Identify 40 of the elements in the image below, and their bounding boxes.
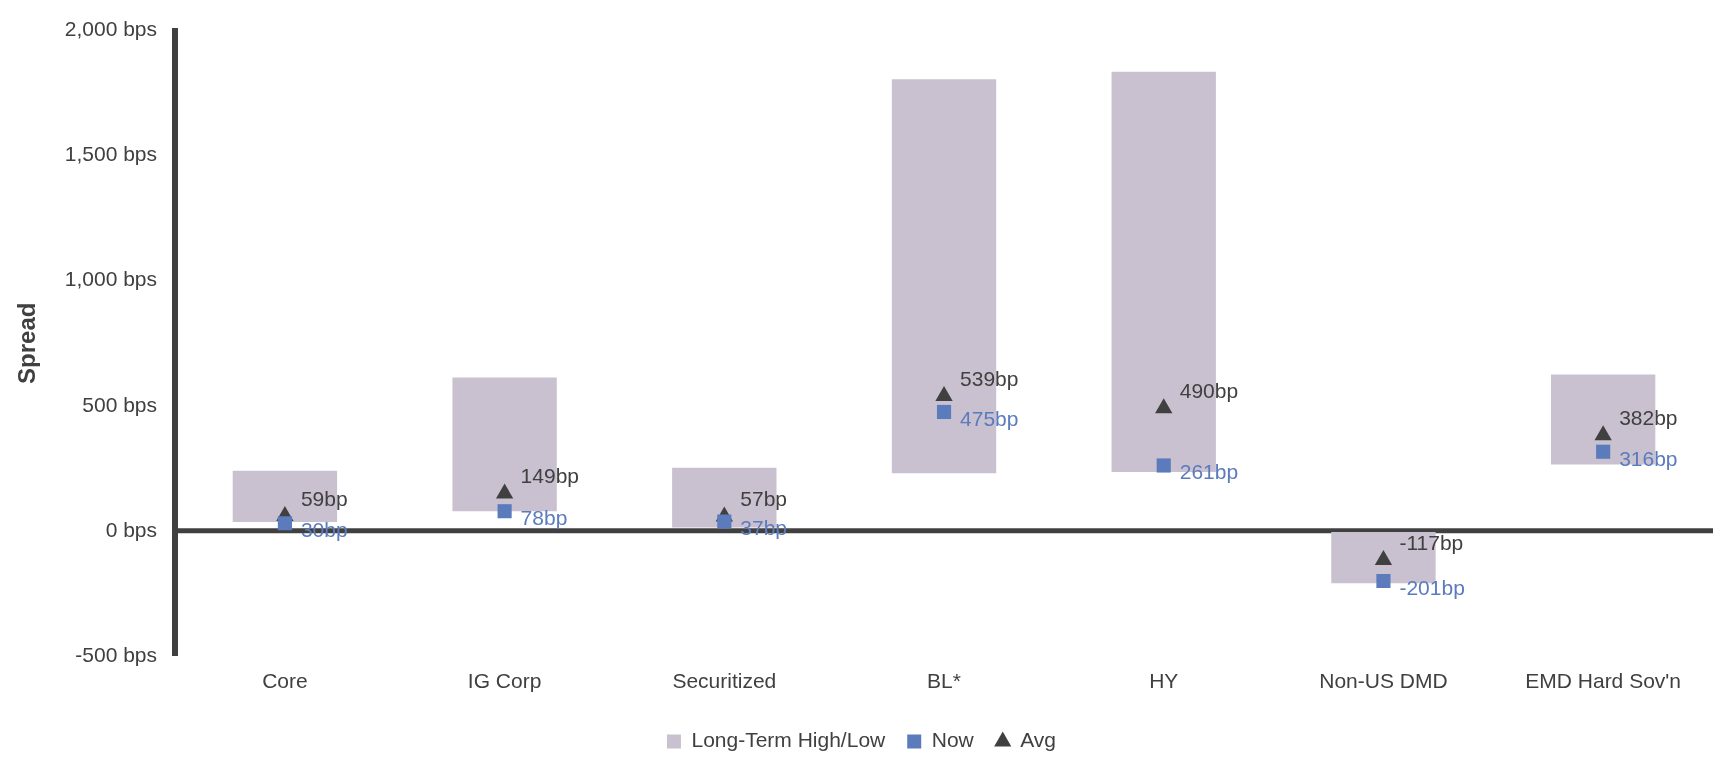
point xyxy=(497,504,512,519)
y-tick-label: -500 bps xyxy=(75,642,158,666)
point xyxy=(936,404,952,420)
data-label: 59bp xyxy=(300,486,348,510)
point xyxy=(1596,444,1611,459)
y-tick-label: 500 bps xyxy=(82,392,158,416)
legend-label: Long-Term High/Low xyxy=(691,728,887,752)
point xyxy=(717,514,732,529)
legend-label: Now xyxy=(931,728,975,752)
x-tick-label: IG Corp xyxy=(467,669,542,693)
y-tick-label: 1,000 bps xyxy=(64,267,158,291)
point xyxy=(1155,398,1173,414)
data-label: 261bp xyxy=(1179,460,1239,484)
y-tick-label: 0 bps xyxy=(105,517,158,541)
point xyxy=(1376,573,1391,589)
data-label: 57bp xyxy=(740,487,788,511)
point xyxy=(935,385,953,401)
data-label: -117bp xyxy=(1399,530,1464,554)
x-tick-label: EMD Hard Sov'n xyxy=(1525,669,1682,693)
data-label: 539bp xyxy=(960,366,1019,390)
y-tick-label: 2,000 bps xyxy=(64,17,158,41)
data-label: -201bp xyxy=(1399,575,1465,599)
point xyxy=(277,516,292,531)
data-label: 490bp xyxy=(1179,379,1239,403)
x-tick-label: Securitized xyxy=(672,669,777,693)
data-label: 382bp xyxy=(1619,406,1678,430)
data-label: 78bp xyxy=(520,506,568,530)
point xyxy=(1594,425,1612,441)
x-tick-label: Core xyxy=(262,669,308,693)
x-tick-label: BL* xyxy=(927,669,961,693)
point xyxy=(1374,550,1393,566)
y-axis-title: Spread xyxy=(13,302,41,384)
point xyxy=(1156,458,1171,473)
point xyxy=(495,483,514,499)
y-tick-label: 1,500 bps xyxy=(64,142,158,166)
data-label: 149bp xyxy=(520,464,580,488)
x-tick-label: Non-US DMD xyxy=(1319,669,1448,693)
x-tick-label: HY xyxy=(1149,669,1179,693)
data-label: 37bp xyxy=(740,516,788,540)
legend-label: Avg xyxy=(1020,728,1057,752)
